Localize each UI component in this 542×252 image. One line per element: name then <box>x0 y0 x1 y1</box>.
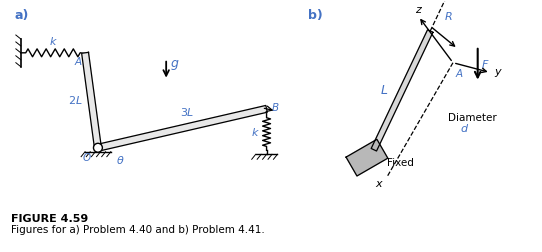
Text: $A$: $A$ <box>74 55 83 67</box>
Text: $3L$: $3L$ <box>180 106 195 118</box>
Text: FIGURE 4.59: FIGURE 4.59 <box>11 214 88 224</box>
Text: $g$: $g$ <box>170 58 179 72</box>
Text: $O$: $O$ <box>82 151 92 163</box>
Text: a): a) <box>15 9 29 22</box>
Polygon shape <box>371 30 433 151</box>
Text: $B$: $B$ <box>270 101 279 113</box>
Text: $L$: $L$ <box>380 84 388 97</box>
Text: Diameter: Diameter <box>448 113 497 123</box>
Text: $z$: $z$ <box>415 5 423 15</box>
Circle shape <box>93 143 102 152</box>
Text: b): b) <box>308 9 322 22</box>
Text: $x$: $x$ <box>375 179 384 190</box>
Polygon shape <box>346 139 388 176</box>
Text: Fixed: Fixed <box>386 158 414 168</box>
Text: $d$: $d$ <box>460 122 469 134</box>
Polygon shape <box>97 105 267 151</box>
Text: $A$: $A$ <box>455 67 464 79</box>
Text: $R$: $R$ <box>444 10 453 22</box>
Text: $k$: $k$ <box>251 126 260 138</box>
Text: $2L$: $2L$ <box>68 94 82 106</box>
Text: Figures for a) Problem 4.40 and b) Problem 4.41.: Figures for a) Problem 4.40 and b) Probl… <box>11 225 264 235</box>
Text: $k$: $k$ <box>49 35 57 47</box>
Polygon shape <box>82 52 101 148</box>
Text: $y$: $y$ <box>494 67 502 79</box>
Text: $\theta$: $\theta$ <box>116 154 124 166</box>
Text: $F$: $F$ <box>481 58 489 70</box>
